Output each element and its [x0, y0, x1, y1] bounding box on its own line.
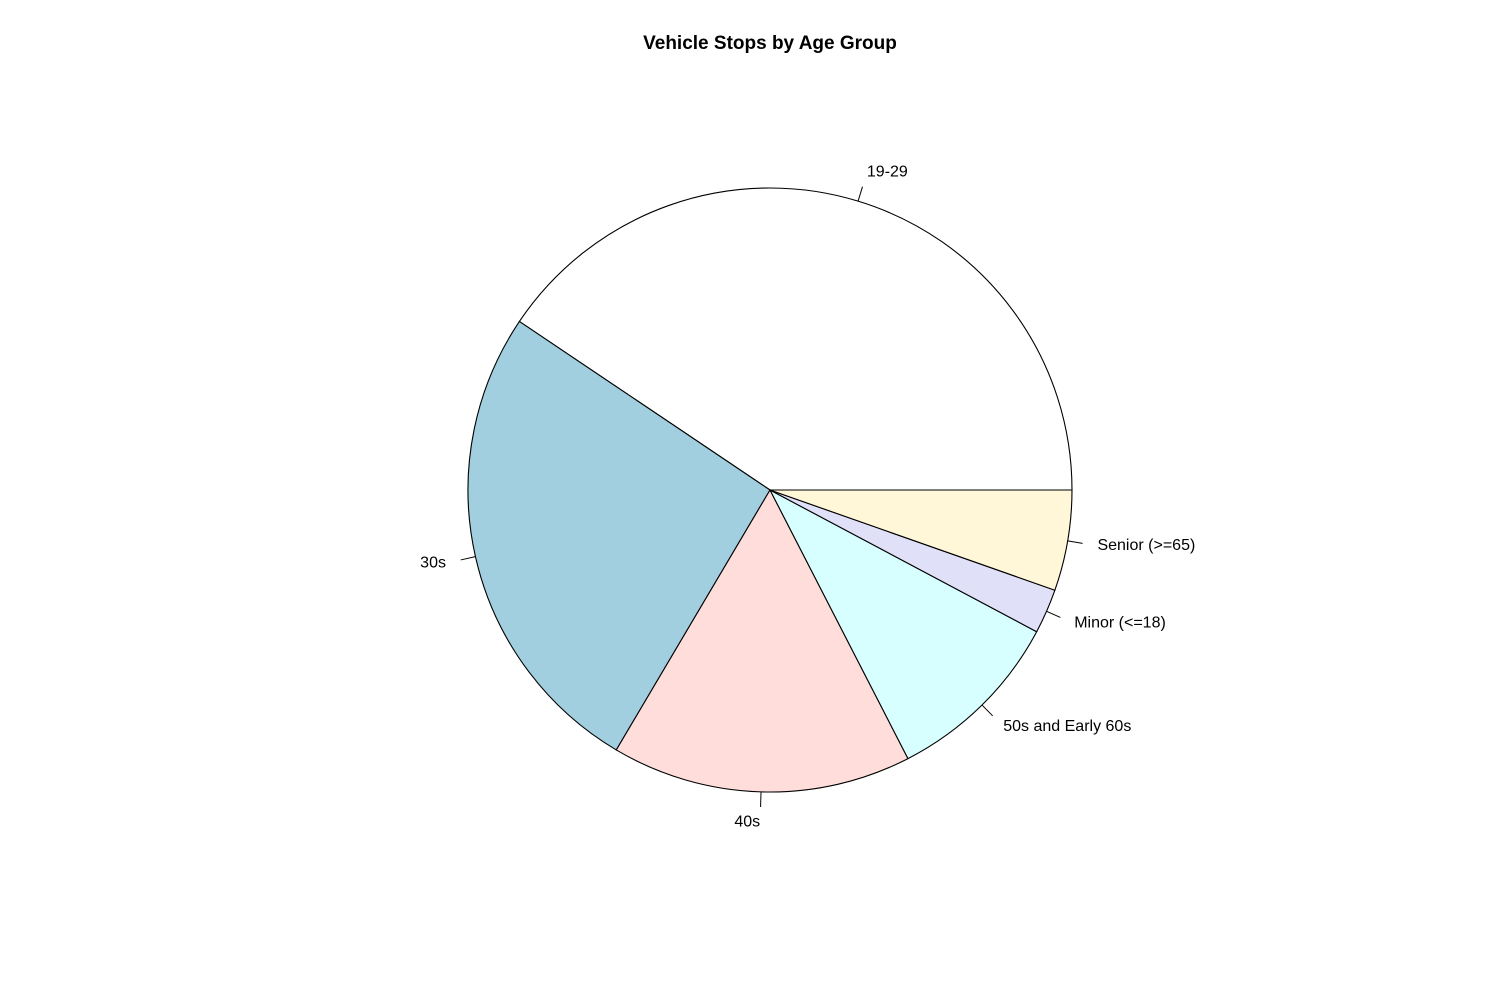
pie-slice-40s — [615, 488, 909, 793]
slice-label-minor-18: Minor (<=18) — [1074, 615, 1166, 632]
label-tick-minor-18 — [1046, 610, 1061, 618]
label-tick-19-29 — [857, 186, 863, 202]
slice-label-senior-65: Senior (>=65) — [1097, 537, 1195, 554]
slice-label-50s-and-early-60s: 50s and Early 60s — [1003, 718, 1131, 735]
slice-label-30s: 30s — [420, 554, 446, 571]
chart-title: Vehicle Stops by Age Group — [643, 33, 897, 54]
pie-slice-50s-and-early-60s — [768, 488, 1038, 760]
slices — [467, 187, 1073, 793]
pie-slice-19-29 — [518, 187, 1073, 491]
label-tick-30s — [460, 556, 476, 561]
label-tick-senior-65 — [1067, 540, 1083, 544]
slice-label-40s: 40s — [734, 813, 760, 830]
label-tick-50s-and-early-60s — [981, 704, 993, 717]
slice-labels: 19-29 30s 40s 50s and Early 60s Minor (<=18)… — [420, 163, 1195, 830]
slice-label-19-29: 19-29 — [867, 163, 908, 180]
pie-slice-senior-65 — [769, 489, 1073, 591]
